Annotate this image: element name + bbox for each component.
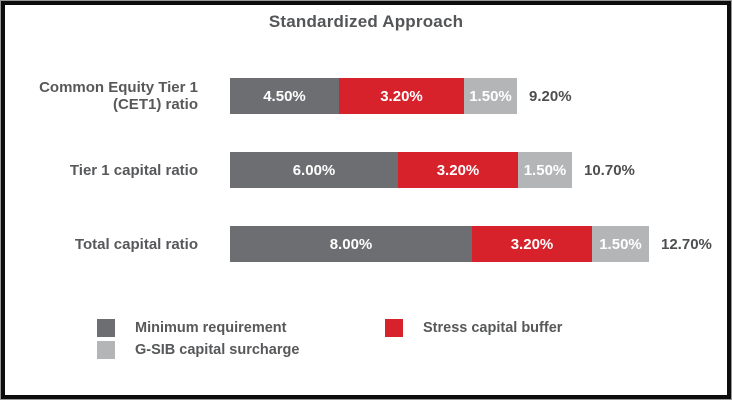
legend-label: Stress capital buffer xyxy=(423,319,563,336)
bar-segment-stress-capital-buffer: 3.20% xyxy=(398,152,518,188)
chart-legend: Minimum requirement G-SIB capital surcha… xyxy=(97,318,562,359)
chart-title: Standardized Approach xyxy=(268,12,464,31)
total-value-label: 12.70% xyxy=(661,235,712,253)
segment-value-label: 1.50% xyxy=(469,87,512,105)
segment-value-label: 8.00% xyxy=(329,235,373,253)
legend-swatch-minimum-requirement xyxy=(97,318,115,337)
bar-segment-minimum-requirement: 6.00% xyxy=(230,152,398,188)
chart-row: Tier 1 capital ratio 6.00% 3.20% 1.50% 1… xyxy=(5,152,727,188)
legend-item-gsib-surcharge: G-SIB capital surcharge xyxy=(97,340,385,359)
stacked-bar: 6.00% 3.20% 1.50% xyxy=(230,152,572,188)
total-value-label: 10.70% xyxy=(584,161,635,179)
segment-value-label: 3.20% xyxy=(510,235,554,253)
chart-row: Common Equity Tier 1 (CET1) ratio 4.50% … xyxy=(5,78,727,114)
bar-segment-minimum-requirement: 4.50% xyxy=(230,78,339,114)
bar-segment-minimum-requirement: 8.00% xyxy=(230,226,472,262)
segment-value-label: 6.00% xyxy=(292,161,336,179)
segment-value-label: 1.50% xyxy=(523,161,567,179)
segment-value-label: 3.20% xyxy=(436,161,480,179)
legend-column-right: Stress capital buffer xyxy=(385,318,562,359)
stacked-bar: 4.50% 3.20% 1.50% xyxy=(230,78,517,114)
legend-label: G-SIB capital surcharge xyxy=(135,341,300,358)
stacked-bar: 8.00% 3.20% 1.50% xyxy=(230,226,649,262)
category-label: Common Equity Tier 1 (CET1) ratio xyxy=(39,79,198,113)
bar-segment-gsib-surcharge: 1.50% xyxy=(464,78,517,114)
bar-segment-gsib-surcharge: 1.50% xyxy=(592,226,649,262)
segment-value-label: 4.50% xyxy=(263,87,306,105)
legend-swatch-gsib-surcharge xyxy=(97,340,115,359)
bar-segment-stress-capital-buffer: 3.20% xyxy=(472,226,592,262)
legend-item-stress-capital-buffer: Stress capital buffer xyxy=(385,318,562,337)
chart-row: Total capital ratio 8.00% 3.20% 1.50% 12… xyxy=(5,226,727,262)
segment-value-label: 3.20% xyxy=(380,87,423,105)
legend-swatch-stress-capital-buffer xyxy=(385,318,403,337)
total-value-label: 9.20% xyxy=(529,87,572,105)
legend-item-minimum-requirement: Minimum requirement xyxy=(97,318,385,337)
legend-label: Minimum requirement xyxy=(135,319,287,336)
segment-value-label: 1.50% xyxy=(599,235,642,253)
category-label: Total capital ratio xyxy=(74,235,198,253)
bar-segment-gsib-surcharge: 1.50% xyxy=(518,152,572,188)
bar-segment-stress-capital-buffer: 3.20% xyxy=(339,78,464,114)
legend-column-left: Minimum requirement G-SIB capital surcha… xyxy=(97,318,385,359)
category-label: Tier 1 capital ratio xyxy=(69,161,198,179)
